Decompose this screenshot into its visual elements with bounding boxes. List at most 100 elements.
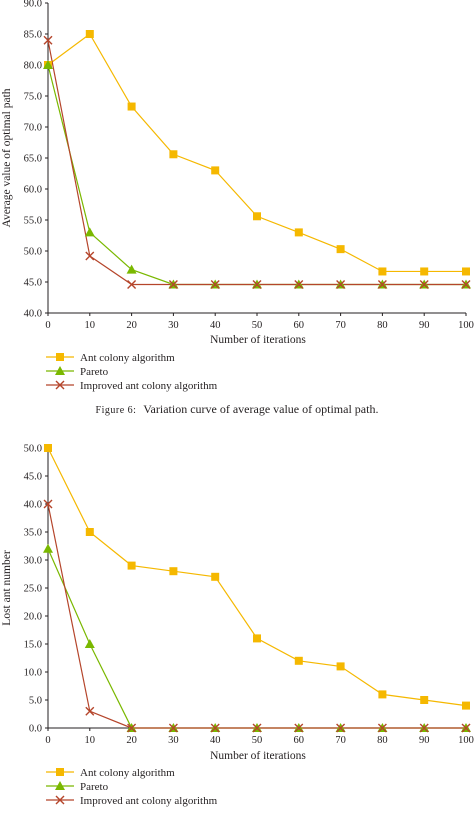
data-point xyxy=(127,561,136,570)
data-point xyxy=(168,279,178,289)
data-point xyxy=(169,150,178,159)
y-tick-label: 50.0 xyxy=(24,247,42,258)
data-point xyxy=(84,639,95,648)
y-tick-label: 60.0 xyxy=(24,185,42,196)
data-point xyxy=(253,212,261,221)
data-point xyxy=(84,227,95,237)
chart-1-xlabel: Number of iterations xyxy=(210,334,306,346)
x-tick-label: 0 xyxy=(45,320,50,331)
chart-1-axes: 40.0 45.0 50.0 55.0 60.0 65.0 70.0 75.0 80.0 85.0… xyxy=(24,0,474,331)
data-point xyxy=(462,267,470,276)
data-point xyxy=(420,267,429,276)
data-point xyxy=(168,723,178,733)
y-tick-label: 90.0 xyxy=(24,0,42,10)
legend-label: Pareto xyxy=(80,781,109,793)
y-tick-label: 70.0 xyxy=(24,123,42,134)
legend-item: Improved ant colony algorithm xyxy=(46,380,218,392)
y-tick-label: 40.0 xyxy=(24,309,42,320)
data-point xyxy=(43,543,53,553)
series-line-improved-ant-colony-algorithm xyxy=(47,40,466,286)
x-tick-label: 10 xyxy=(85,735,96,746)
series-line-pareto xyxy=(47,64,466,286)
chart-2-series xyxy=(43,444,471,733)
x-tick-label: 90 xyxy=(419,320,430,331)
x-tick-label: 30 xyxy=(168,320,179,331)
y-tick-label: 5.0 xyxy=(29,696,42,707)
chart-lost-ant-number: 0.0 5.0 10.0 15.0 20.0 25.0 30.0 35.0 40.0 45.0 50… xyxy=(1,444,474,808)
data-point xyxy=(210,723,220,733)
y-tick-label: 20.0 xyxy=(24,612,42,623)
y-tick-label: 75.0 xyxy=(24,92,42,103)
data-point xyxy=(126,264,137,274)
legend-marker xyxy=(56,768,64,776)
legend-label: Ant colony algorithm xyxy=(80,352,175,364)
data-point xyxy=(169,567,178,576)
chart-1-series xyxy=(43,30,471,289)
legend-item: Improved ant colony algorithm xyxy=(46,795,218,807)
data-point xyxy=(336,662,345,671)
data-point xyxy=(294,723,304,733)
data-point xyxy=(420,696,429,704)
chart-1-ylabel: Average value of optimal path xyxy=(1,88,13,227)
series-line-ant-colony-algorithm xyxy=(47,33,466,273)
data-point xyxy=(253,634,261,643)
data-point xyxy=(127,279,137,289)
data-point xyxy=(211,166,220,175)
y-tick-label: 45.0 xyxy=(24,472,42,483)
legend-item: Ant colony algorithm xyxy=(46,352,175,364)
x-tick-label: 40 xyxy=(210,320,221,331)
legend-label: Improved ant colony algorithm xyxy=(80,380,218,392)
data-point xyxy=(378,690,387,699)
series-line-improved-ant-colony-algorithm xyxy=(47,503,466,729)
y-tick-label: 35.0 xyxy=(24,528,42,539)
data-point xyxy=(462,701,470,710)
data-point xyxy=(43,60,53,69)
legend-label: Pareto xyxy=(80,366,109,378)
y-tick-label: 10.0 xyxy=(24,668,42,679)
x-tick-label: 0 xyxy=(45,735,50,746)
data-point xyxy=(336,245,345,254)
legend-marker xyxy=(55,781,65,790)
data-point xyxy=(294,228,303,237)
x-tick-label: 20 xyxy=(126,735,137,746)
data-point xyxy=(85,30,94,38)
y-tick-label: 15.0 xyxy=(24,640,42,651)
y-tick-label: 55.0 xyxy=(24,216,42,227)
data-point xyxy=(377,279,387,289)
y-tick-label: 65.0 xyxy=(24,154,42,165)
legend-item: Ant colony algorithm xyxy=(46,767,175,779)
x-tick-label: 70 xyxy=(335,320,346,331)
legend-marker xyxy=(55,380,65,390)
data-point xyxy=(211,572,220,581)
data-point xyxy=(377,723,387,733)
chart-2-legend: Ant colony algorithm Pareto Improved ant c… xyxy=(46,767,218,807)
data-point xyxy=(378,267,387,276)
data-point xyxy=(44,444,52,452)
data-point xyxy=(210,279,220,289)
legend-label: Improved ant colony algorithm xyxy=(80,795,218,807)
x-tick-label: 60 xyxy=(294,735,305,746)
data-point xyxy=(127,102,136,111)
chart-2-axes: 0.0 5.0 10.0 15.0 20.0 25.0 30.0 35.0 40.0 45.0 50… xyxy=(24,444,474,747)
chart-1-legend: Ant colony algorithm Pareto Improved ant c… xyxy=(46,352,218,392)
legend-item: Pareto xyxy=(46,781,109,793)
legend-marker xyxy=(55,366,65,375)
y-tick-label: 0.0 xyxy=(29,724,42,735)
x-tick-label: 40 xyxy=(210,735,221,746)
x-tick-label: 80 xyxy=(377,735,388,746)
chart-average-optimal-path: 40.0 45.0 50.0 55.0 60.0 65.0 70.0 75.0 80.0 85.0… xyxy=(1,0,474,392)
legend-label: Ant colony algorithm xyxy=(80,767,175,779)
data-point xyxy=(43,499,53,509)
data-point xyxy=(85,706,95,716)
data-point xyxy=(461,279,471,289)
data-point xyxy=(419,723,429,733)
x-tick-label: 50 xyxy=(252,320,263,331)
figure-6-caption-prefix: Figure 6: xyxy=(96,405,137,416)
figure-6-caption: Figure 6: Variation curve of average val… xyxy=(96,402,379,416)
y-tick-label: 25.0 xyxy=(24,584,42,595)
figure-6-caption-text: Variation curve of average value of opti… xyxy=(143,402,378,416)
y-tick-label: 45.0 xyxy=(24,278,42,289)
data-point xyxy=(336,279,346,289)
